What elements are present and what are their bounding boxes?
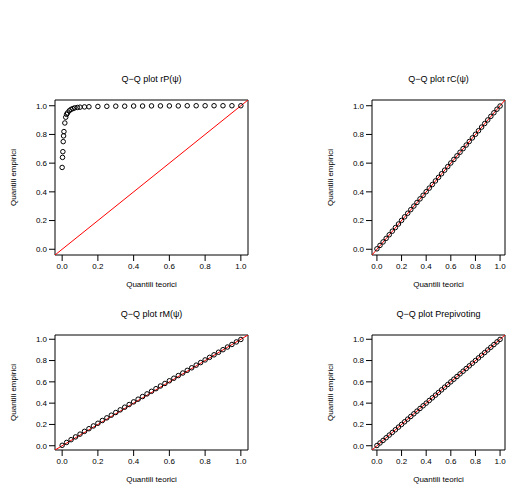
svg-text:0.0: 0.0 xyxy=(353,442,365,451)
svg-text:0.2: 0.2 xyxy=(396,457,408,466)
svg-text:0.8: 0.8 xyxy=(470,457,482,466)
svg-text:1.0: 1.0 xyxy=(495,262,507,271)
svg-text:0.0: 0.0 xyxy=(57,262,69,271)
svg-text:1.0: 1.0 xyxy=(353,102,365,111)
html-text:Q−Q plot Prepivoting: Q−Q plot Prepivoting xyxy=(396,309,481,319)
svg-text:0.4: 0.4 xyxy=(36,399,48,408)
svg-text:Quantili teorici: Quantili teorici xyxy=(413,280,464,289)
svg-text:0.0: 0.0 xyxy=(353,245,365,254)
svg-text:0.6: 0.6 xyxy=(36,378,48,387)
svg-text:0.2: 0.2 xyxy=(92,262,104,271)
svg-text:0.8: 0.8 xyxy=(470,262,482,271)
svg-text:1.0: 1.0 xyxy=(495,457,507,466)
html-text:Q−Q plot rC(ψ): Q−Q plot rC(ψ) xyxy=(408,74,469,84)
svg-text:0.2: 0.2 xyxy=(396,262,408,271)
svg-text:0.4: 0.4 xyxy=(36,188,48,197)
svg-text:Quantili teorici: Quantili teorici xyxy=(413,475,464,484)
svg-text:Quantili empirici: Quantili empirici xyxy=(326,149,335,206)
svg-text:0.2: 0.2 xyxy=(36,216,48,225)
svg-text:0.0: 0.0 xyxy=(371,262,383,271)
svg-text:0.4: 0.4 xyxy=(353,399,365,408)
svg-text:0.8: 0.8 xyxy=(353,130,365,139)
svg-text:1.0: 1.0 xyxy=(36,102,48,111)
svg-text:0.0: 0.0 xyxy=(57,457,69,466)
svg-text:1.0: 1.0 xyxy=(353,335,365,344)
html-text:Q−Q plot rM(ψ): Q−Q plot rM(ψ) xyxy=(120,309,183,319)
svg-text:0.6: 0.6 xyxy=(36,159,48,168)
svg-text:1.0: 1.0 xyxy=(36,335,48,344)
svg-text:0.4: 0.4 xyxy=(353,188,365,197)
svg-text:Quantili empirici: Quantili empirici xyxy=(9,364,18,421)
svg-text:0.0: 0.0 xyxy=(36,245,48,254)
svg-text:0.6: 0.6 xyxy=(164,457,176,466)
svg-text:0.6: 0.6 xyxy=(353,378,365,387)
svg-text:1.0: 1.0 xyxy=(235,457,247,466)
svg-text:0.6: 0.6 xyxy=(445,262,457,271)
svg-text:0.8: 0.8 xyxy=(200,457,212,466)
svg-text:0.4: 0.4 xyxy=(128,457,140,466)
svg-text:0.4: 0.4 xyxy=(421,457,433,466)
svg-text:0.2: 0.2 xyxy=(353,420,365,429)
svg-text:Quantili empirici: Quantili empirici xyxy=(9,149,18,206)
svg-text:0.8: 0.8 xyxy=(200,262,212,271)
svg-text:0.8: 0.8 xyxy=(36,356,48,365)
svg-text:0.0: 0.0 xyxy=(371,457,383,466)
svg-text:Quantili teorici: Quantili teorici xyxy=(126,280,177,289)
svg-text:0.6: 0.6 xyxy=(164,262,176,271)
svg-text:Quantili teorici: Quantili teorici xyxy=(126,475,177,484)
html-text:Q−Q plot rP(ψ): Q−Q plot rP(ψ) xyxy=(121,74,182,84)
svg-text:0.4: 0.4 xyxy=(128,262,140,271)
svg-text:0.8: 0.8 xyxy=(353,356,365,365)
svg-text:Quantili empirici: Quantili empirici xyxy=(326,364,335,421)
svg-text:0.2: 0.2 xyxy=(353,216,365,225)
svg-text:0.2: 0.2 xyxy=(92,457,104,466)
svg-text:0.0: 0.0 xyxy=(36,442,48,451)
svg-text:0.8: 0.8 xyxy=(36,130,48,139)
svg-text:0.6: 0.6 xyxy=(445,457,457,466)
svg-text:0.4: 0.4 xyxy=(421,262,433,271)
svg-text:0.6: 0.6 xyxy=(353,159,365,168)
svg-text:0.2: 0.2 xyxy=(36,420,48,429)
svg-text:1.0: 1.0 xyxy=(235,262,247,271)
